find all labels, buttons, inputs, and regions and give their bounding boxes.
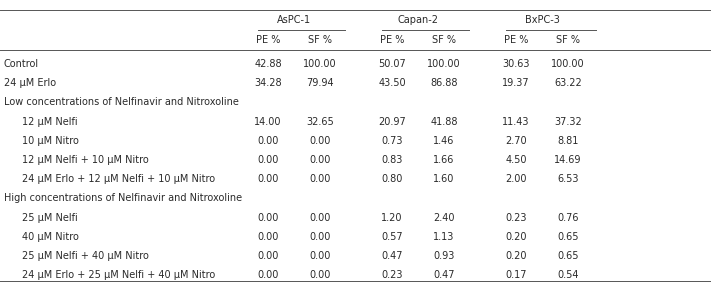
Text: 0.47: 0.47 [382, 251, 402, 261]
Text: 25 μM Nelfi + 40 μM Nitro: 25 μM Nelfi + 40 μM Nitro [22, 251, 149, 261]
Text: 41.88: 41.88 [431, 117, 458, 127]
Text: 32.65: 32.65 [306, 117, 334, 127]
Text: 0.47: 0.47 [433, 270, 455, 280]
Text: BxPC-3: BxPC-3 [525, 15, 559, 25]
Text: 0.00: 0.00 [257, 213, 279, 223]
Text: SF %: SF % [432, 35, 456, 45]
Text: 0.17: 0.17 [505, 270, 527, 280]
Text: 0.23: 0.23 [505, 213, 527, 223]
Text: 0.00: 0.00 [310, 174, 330, 184]
Text: 12 μM Nelfi + 10 μM Nitro: 12 μM Nelfi + 10 μM Nitro [22, 155, 149, 165]
Text: 0.00: 0.00 [257, 251, 279, 261]
Text: 79.94: 79.94 [306, 78, 334, 88]
Text: 42.88: 42.88 [254, 59, 282, 69]
Text: 2.00: 2.00 [505, 174, 527, 184]
Text: 14.00: 14.00 [254, 117, 282, 127]
Text: 0.73: 0.73 [382, 136, 402, 146]
Text: 0.00: 0.00 [257, 136, 279, 146]
Text: 0.20: 0.20 [505, 232, 527, 242]
Text: 0.00: 0.00 [310, 232, 330, 242]
Text: 1.46: 1.46 [433, 136, 455, 146]
Text: Low concentrations of Nelfinavir and Nitroxoline: Low concentrations of Nelfinavir and Nit… [4, 97, 239, 107]
Text: 0.00: 0.00 [310, 155, 330, 165]
Text: 86.88: 86.88 [431, 78, 458, 88]
Text: AsPC-1: AsPC-1 [277, 15, 311, 25]
Text: 0.00: 0.00 [310, 136, 330, 146]
Text: 2.70: 2.70 [505, 136, 527, 146]
Text: 0.00: 0.00 [257, 174, 279, 184]
Text: 6.53: 6.53 [557, 174, 579, 184]
Text: 37.32: 37.32 [554, 117, 582, 127]
Text: PE %: PE % [504, 35, 528, 45]
Text: 43.50: 43.50 [378, 78, 406, 88]
Text: 2.40: 2.40 [433, 213, 455, 223]
Text: 63.22: 63.22 [554, 78, 582, 88]
Text: 100.00: 100.00 [303, 59, 337, 69]
Text: 0.80: 0.80 [382, 174, 402, 184]
Text: 100.00: 100.00 [552, 59, 585, 69]
Text: 40 μM Nitro: 40 μM Nitro [22, 232, 79, 242]
Text: 0.76: 0.76 [557, 213, 579, 223]
Text: 0.83: 0.83 [382, 155, 402, 165]
Text: 14.69: 14.69 [554, 155, 582, 165]
Text: 30.63: 30.63 [503, 59, 530, 69]
Text: Capan-2: Capan-2 [397, 15, 438, 25]
Text: 0.00: 0.00 [310, 270, 330, 280]
Text: 0.00: 0.00 [257, 155, 279, 165]
Text: 4.50: 4.50 [505, 155, 527, 165]
Text: 24 μM Erlo + 12 μM Nelfi + 10 μM Nitro: 24 μM Erlo + 12 μM Nelfi + 10 μM Nitro [22, 174, 215, 184]
Text: 10 μM Nitro: 10 μM Nitro [22, 136, 79, 146]
Text: 0.00: 0.00 [257, 232, 279, 242]
Text: 12 μM Nelfi: 12 μM Nelfi [22, 117, 78, 127]
Text: 0.93: 0.93 [433, 251, 455, 261]
Text: SF %: SF % [556, 35, 580, 45]
Text: 1.60: 1.60 [433, 174, 455, 184]
Text: 19.37: 19.37 [502, 78, 530, 88]
Text: 34.28: 34.28 [254, 78, 282, 88]
Text: 25 μM Nelfi: 25 μM Nelfi [22, 213, 78, 223]
Text: 0.65: 0.65 [557, 232, 579, 242]
Text: 0.00: 0.00 [310, 213, 330, 223]
Text: SF %: SF % [308, 35, 332, 45]
Text: 0.20: 0.20 [505, 251, 527, 261]
Text: High concentrations of Nelfinavir and Nitroxoline: High concentrations of Nelfinavir and Ni… [4, 194, 242, 203]
Text: 0.00: 0.00 [310, 251, 330, 261]
Text: 24 μM Erlo + 25 μM Nelfi + 40 μM Nitro: 24 μM Erlo + 25 μM Nelfi + 40 μM Nitro [22, 270, 215, 280]
Text: 1.13: 1.13 [433, 232, 455, 242]
Text: 1.20: 1.20 [382, 213, 402, 223]
Text: 100.00: 100.00 [427, 59, 461, 69]
Text: 0.23: 0.23 [382, 270, 402, 280]
Text: 20.97: 20.97 [378, 117, 406, 127]
Text: 8.81: 8.81 [557, 136, 579, 146]
Text: PE %: PE % [380, 35, 404, 45]
Text: 11.43: 11.43 [503, 117, 530, 127]
Text: 0.57: 0.57 [381, 232, 402, 242]
Text: PE %: PE % [256, 35, 280, 45]
Text: 0.00: 0.00 [257, 270, 279, 280]
Text: 50.07: 50.07 [378, 59, 406, 69]
Text: 24 μM Erlo: 24 μM Erlo [4, 78, 56, 88]
Text: 1.66: 1.66 [433, 155, 455, 165]
Text: 0.54: 0.54 [557, 270, 579, 280]
Text: Control: Control [4, 59, 39, 69]
Text: 0.65: 0.65 [557, 251, 579, 261]
